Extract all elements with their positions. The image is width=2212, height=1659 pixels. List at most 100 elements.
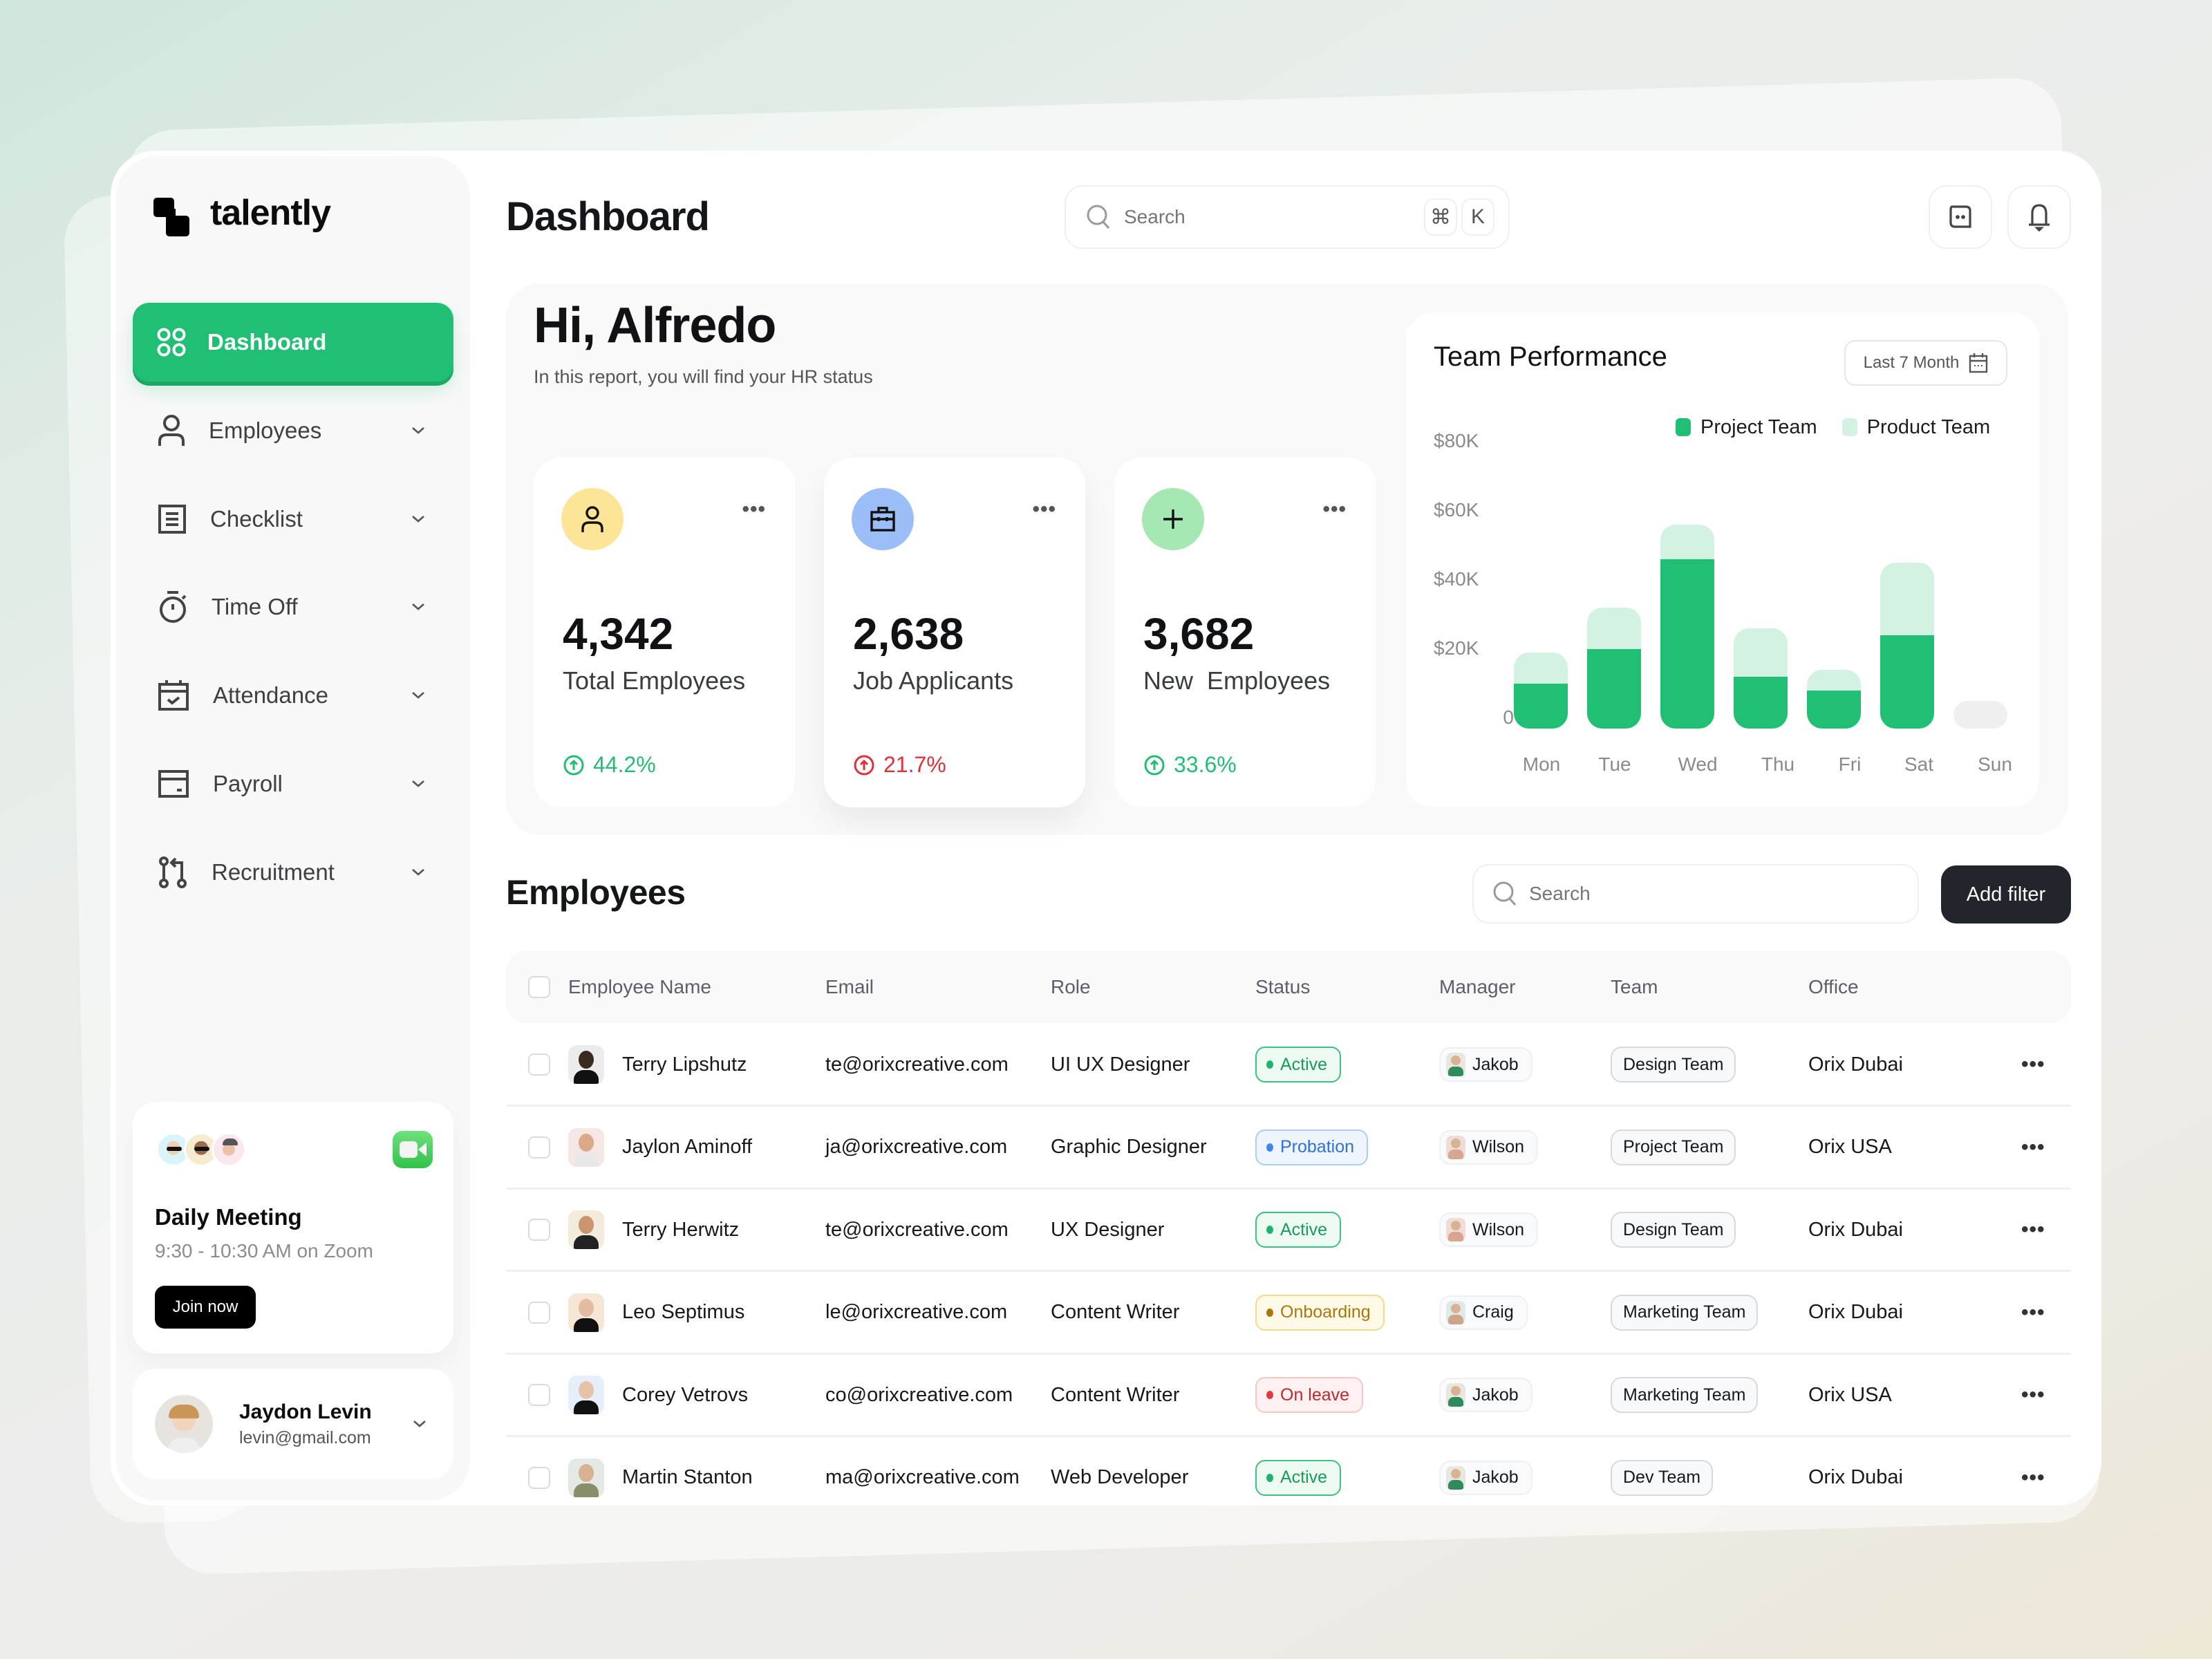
row-more-icon[interactable]: •••	[2021, 1135, 2045, 1159]
section-title: Employees	[506, 873, 686, 912]
bar-fri[interactable]	[1807, 670, 1861, 729]
column-header[interactable]: Office	[1808, 976, 1859, 997]
bar-sun[interactable]	[1953, 701, 2007, 729]
column-header[interactable]: Manager	[1439, 976, 1516, 997]
status-badge: Active	[1255, 1047, 1342, 1082]
sidebar-item-checklist[interactable]: Checklist	[133, 485, 453, 554]
row-checkbox[interactable]	[528, 1384, 550, 1406]
manager-chip[interactable]: Wilson	[1439, 1130, 1539, 1165]
column-header[interactable]: Team	[1611, 976, 1658, 997]
x-tick: Mon	[1522, 753, 1561, 775]
employee-email[interactable]: co@orixcreative.com	[825, 1383, 1013, 1406]
table-row[interactable]: Corey Vetrovs co@orixcreative.com Content …	[506, 1355, 2071, 1437]
column-header[interactable]: Status	[1255, 976, 1311, 997]
employee-search-input[interactable]	[1529, 883, 1918, 905]
employee-email[interactable]: ma@orixcreative.com	[825, 1466, 1020, 1488]
employee-email[interactable]: le@orixcreative.com	[825, 1301, 1008, 1323]
manager-chip[interactable]: Wilson	[1439, 1212, 1539, 1247]
employee-name[interactable]: Terry Lipshutz	[622, 1053, 747, 1076]
employee-search[interactable]	[1472, 864, 1919, 924]
employee-avatar	[568, 1045, 604, 1084]
avatar	[155, 1395, 213, 1453]
sidebar-item-recruitment[interactable]: Recruitment	[133, 838, 453, 907]
user-icon	[158, 415, 185, 446]
status-badge: Active	[1255, 1212, 1342, 1248]
row-checkbox[interactable]	[528, 1466, 550, 1489]
employee-name[interactable]: Terry Herwitz	[622, 1218, 740, 1241]
bar-segment-product-team	[1514, 653, 1568, 684]
notifications-button[interactable]	[2007, 185, 2071, 249]
x-tick: Thu	[1761, 753, 1795, 775]
bar-wed[interactable]	[1660, 525, 1714, 729]
global-search[interactable]: ⌘ K	[1065, 185, 1510, 249]
manager-chip[interactable]: Jakob	[1439, 1378, 1533, 1412]
sidebar-item-payroll[interactable]: Payroll	[133, 749, 453, 818]
employee-name[interactable]: Martin Stanton	[622, 1466, 753, 1488]
meeting-time: 9:30 - 10:30 AM on Zoom	[155, 1240, 373, 1262]
more-options-icon[interactable]: •••	[1032, 498, 1056, 521]
manager-chip[interactable]: Craig	[1439, 1295, 1528, 1330]
date-range-select[interactable]: Last 7 Month	[1844, 340, 2007, 386]
row-more-icon[interactable]: •••	[2021, 1383, 2045, 1406]
x-tick: Tue	[1598, 753, 1631, 775]
table-row[interactable]: Martin Stanton ma@orixcreative.com Web Dev…	[506, 1438, 2071, 1520]
video-call-icon[interactable]	[393, 1131, 433, 1168]
select-all-checkbox[interactable]	[528, 976, 550, 998]
row-more-icon[interactable]: •••	[2021, 1300, 2045, 1324]
row-checkbox[interactable]	[528, 1053, 550, 1076]
bar-thu[interactable]	[1734, 628, 1788, 729]
more-options-icon[interactable]: •••	[742, 498, 766, 521]
employee-role: UI UX Designer	[1051, 1053, 1190, 1076]
employee-avatar	[568, 1293, 604, 1332]
bar-sat[interactable]	[1880, 563, 1934, 729]
user-profile-menu[interactable]: Jaydon Levin levin@gmail.com	[133, 1369, 453, 1479]
stopwatch-icon	[160, 591, 187, 623]
employee-email[interactable]: te@orixcreative.com	[825, 1218, 1009, 1241]
add-filter-button[interactable]: Add filter	[1941, 865, 2071, 924]
bar-tue[interactable]	[1587, 608, 1641, 729]
row-checkbox[interactable]	[528, 1136, 550, 1159]
manager-chip[interactable]: Jakob	[1439, 1460, 1533, 1495]
messages-button[interactable]	[1929, 185, 1992, 249]
team-chip[interactable]: Project Team	[1611, 1129, 1736, 1165]
employee-name[interactable]: Jaylon Aminoff	[622, 1136, 753, 1158]
arrow-up-circle-icon	[1144, 755, 1165, 775]
employee-name[interactable]: Corey Vetrovs	[622, 1383, 749, 1406]
stat-delta: 21.7%	[853, 752, 946, 778]
x-tick: Wed	[1678, 753, 1718, 775]
manager-chip[interactable]: Jakob	[1439, 1047, 1533, 1082]
table-row[interactable]: Jaylon Aminoff ja@orixcreative.com Graphic…	[506, 1107, 2071, 1190]
team-chip[interactable]: Marketing Team	[1611, 1294, 1759, 1331]
search-input[interactable]	[1124, 206, 1424, 228]
team-chip[interactable]: Dev Team	[1611, 1459, 1714, 1496]
column-header[interactable]: Email	[825, 976, 874, 997]
bar-mon[interactable]	[1514, 653, 1568, 729]
table-row[interactable]: Terry Lipshutz te@orixcreative.com UI UX D…	[506, 1024, 2071, 1107]
more-options-icon[interactable]: •••	[1322, 498, 1347, 521]
employee-email[interactable]: ja@orixcreative.com	[825, 1136, 1008, 1158]
team-chip[interactable]: Design Team	[1611, 1047, 1736, 1082]
row-more-icon[interactable]: •••	[2021, 1218, 2045, 1241]
sidebar-item-attendance[interactable]: Attendance	[133, 661, 453, 730]
team-chip[interactable]: Marketing Team	[1611, 1377, 1759, 1413]
team-chip[interactable]: Design Team	[1611, 1212, 1736, 1248]
join-now-button[interactable]: Join now	[155, 1286, 256, 1329]
row-checkbox[interactable]	[528, 1301, 550, 1324]
table-row[interactable]: Terry Herwitz te@orixcreative.com UX Desig…	[506, 1190, 2071, 1272]
employee-name[interactable]: Leo Septimus	[622, 1301, 745, 1323]
employee-role: Web Developer	[1051, 1466, 1189, 1488]
manager-avatar	[1446, 1218, 1465, 1241]
row-more-icon[interactable]: •••	[2021, 1465, 2045, 1489]
row-more-icon[interactable]: •••	[2021, 1053, 2045, 1076]
sidebar-item-time-off[interactable]: Time Off	[133, 572, 453, 641]
sidebar-item-dashboard[interactable]: Dashboard	[133, 303, 453, 382]
employee-email[interactable]: te@orixcreative.com	[825, 1053, 1009, 1076]
row-checkbox[interactable]	[528, 1219, 550, 1241]
page-title: Dashboard	[506, 194, 710, 239]
sidebar-item-employees[interactable]: Employees	[133, 396, 453, 465]
table-row[interactable]: Leo Septimus le@orixcreative.com Content W…	[506, 1273, 2071, 1355]
column-header[interactable]: Employee Name	[568, 976, 711, 997]
employee-office: Orix USA	[1808, 1136, 1892, 1158]
chevron-down-icon	[413, 1421, 426, 1427]
column-header[interactable]: Role	[1051, 976, 1091, 997]
